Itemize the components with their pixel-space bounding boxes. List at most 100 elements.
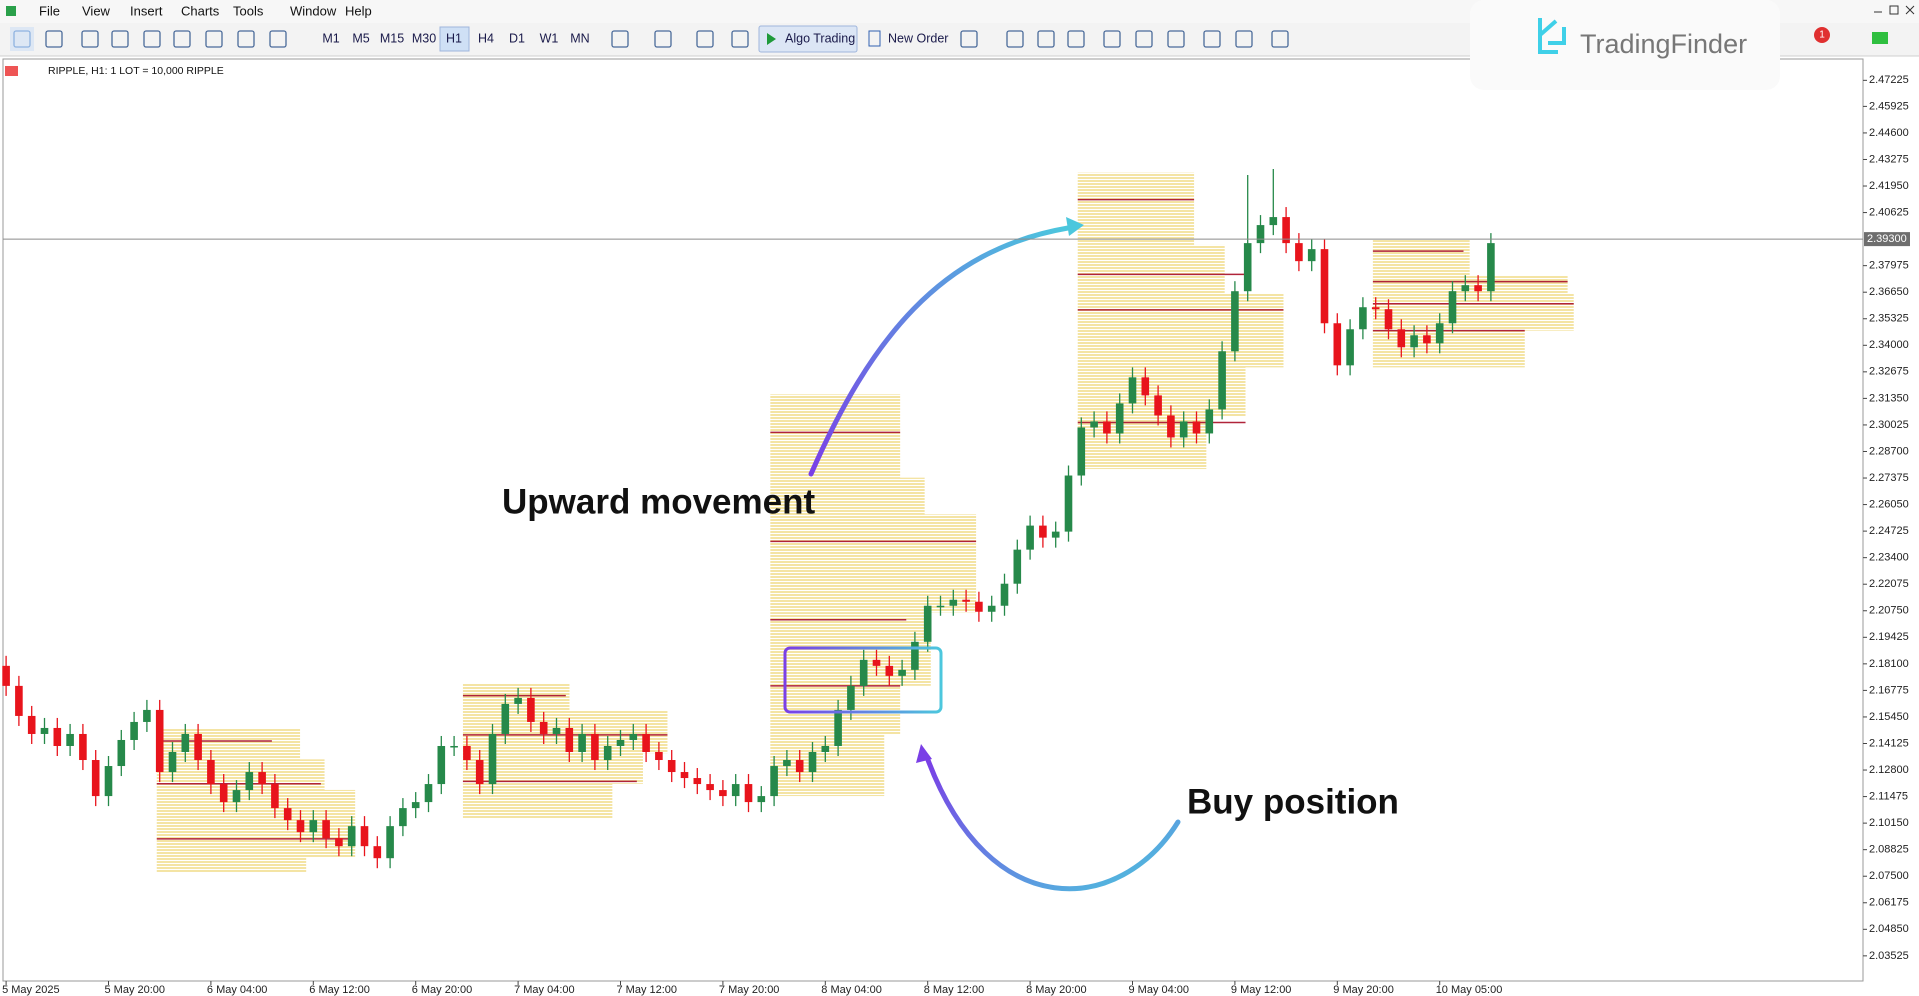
buy-arrow bbox=[925, 757, 1181, 892]
candle-body bbox=[283, 808, 292, 821]
y-tick-label: 2.45925 bbox=[1869, 100, 1909, 112]
toolbar-icon[interactable] bbox=[237, 30, 255, 48]
candle-body bbox=[642, 733, 650, 753]
toolbar-icon[interactable] bbox=[1006, 30, 1024, 48]
toolbar-icon[interactable] bbox=[960, 30, 978, 48]
toolbar-icon[interactable] bbox=[1037, 30, 1055, 48]
candle-body bbox=[130, 721, 138, 740]
y-tick-label: 2.07500 bbox=[1869, 870, 1909, 882]
toolbar-icon[interactable] bbox=[1271, 30, 1289, 48]
candle-body bbox=[923, 605, 932, 642]
candle-body bbox=[488, 733, 497, 785]
candle-body bbox=[424, 784, 433, 803]
x-tick-label: 9 May 12:00 bbox=[1231, 984, 1292, 996]
toolbar-icon[interactable] bbox=[269, 30, 287, 48]
toolbar-icon[interactable] bbox=[654, 30, 672, 48]
notification-count: 1 bbox=[1819, 30, 1825, 41]
candle-body bbox=[2, 665, 10, 686]
timeframe[interactable]: M15 bbox=[380, 31, 404, 45]
new-order-label: New Order bbox=[888, 31, 948, 45]
timeframe[interactable]: M1 bbox=[322, 31, 339, 45]
toolbar-icon[interactable] bbox=[205, 30, 223, 48]
candle-body bbox=[1410, 335, 1418, 348]
candle-body bbox=[117, 739, 126, 767]
candle-body bbox=[1167, 415, 1175, 438]
toolbar-icon[interactable] bbox=[45, 30, 63, 48]
notification-badge[interactable] bbox=[1814, 27, 1830, 43]
toolbar-icon[interactable] bbox=[111, 30, 129, 48]
volume-profile bbox=[156, 789, 356, 858]
candle-body bbox=[181, 733, 190, 753]
candle-body bbox=[1179, 421, 1188, 438]
x-tick-label: 9 May 04:00 bbox=[1129, 984, 1190, 996]
menu-item[interactable]: View bbox=[82, 3, 111, 18]
timeframe[interactable]: W1 bbox=[540, 31, 559, 45]
toolbar-icon[interactable] bbox=[1103, 30, 1121, 48]
timeframe[interactable]: M5 bbox=[352, 31, 369, 45]
candle-body bbox=[578, 733, 586, 753]
volume-profile bbox=[156, 759, 325, 790]
timeframe[interactable]: H4 bbox=[478, 31, 494, 45]
candle-body bbox=[373, 846, 382, 859]
toolbar-icon[interactable] bbox=[1203, 30, 1221, 48]
candle-body bbox=[1282, 217, 1290, 244]
menu-item[interactable]: Insert bbox=[130, 3, 163, 18]
candle-body bbox=[1090, 421, 1098, 428]
timeframe[interactable]: H1 bbox=[446, 31, 462, 45]
candle-body bbox=[1141, 377, 1150, 396]
x-tick-label: 5 May 20:00 bbox=[105, 984, 166, 996]
y-tick-label: 2.31350 bbox=[1869, 392, 1909, 404]
candle-body bbox=[1231, 291, 1239, 352]
menu-item[interactable]: Help bbox=[345, 3, 372, 18]
toolbar-icon[interactable] bbox=[1235, 30, 1253, 48]
candle-body bbox=[949, 599, 958, 606]
candle-body bbox=[322, 820, 330, 839]
toolbar-icon[interactable] bbox=[1167, 30, 1185, 48]
candle-body bbox=[987, 605, 996, 612]
logo-icon bbox=[1538, 18, 1566, 54]
x-tick-label: 8 May 04:00 bbox=[821, 984, 882, 996]
chart-header: RIPPLE, H1: 1 LOT = 10,000 RIPPLE bbox=[48, 65, 224, 77]
timeframe[interactable]: M30 bbox=[412, 31, 436, 45]
candle-body bbox=[411, 802, 420, 809]
price-label-bg bbox=[1864, 232, 1910, 247]
algo-trading-button[interactable] bbox=[758, 25, 858, 53]
timeframe[interactable]: MN bbox=[570, 31, 589, 45]
candle-body bbox=[168, 752, 177, 773]
toolbar-icon[interactable] bbox=[173, 30, 191, 48]
upward-arrow bbox=[808, 225, 1071, 477]
toolbar-icon[interactable] bbox=[611, 30, 629, 48]
menu-item[interactable]: Charts bbox=[181, 3, 220, 18]
y-tick-label: 2.35325 bbox=[1869, 313, 1909, 325]
toolbar-icon[interactable] bbox=[81, 30, 99, 48]
candle-body bbox=[53, 727, 62, 746]
menu-item[interactable]: File bbox=[39, 3, 60, 18]
toolbar-icon[interactable] bbox=[143, 30, 161, 48]
toolbar-icon[interactable] bbox=[731, 30, 749, 48]
y-tick-label: 2.40625 bbox=[1869, 206, 1909, 218]
candle-body bbox=[629, 733, 638, 740]
candle-body bbox=[834, 709, 842, 746]
candle-body bbox=[552, 727, 561, 734]
toolbar-icon[interactable] bbox=[1067, 30, 1085, 48]
candle-body bbox=[463, 745, 471, 761]
menu-item[interactable]: Window bbox=[290, 3, 337, 18]
candle-body bbox=[527, 697, 535, 722]
candle-body bbox=[731, 784, 740, 797]
candle-body bbox=[603, 745, 612, 761]
candle-body bbox=[219, 784, 228, 803]
candle-body bbox=[1026, 525, 1034, 550]
y-tick-label: 2.44600 bbox=[1869, 127, 1909, 139]
toolbar-icon[interactable] bbox=[1135, 30, 1153, 48]
y-tick-label: 2.06175 bbox=[1869, 897, 1909, 909]
y-tick-label: 2.26050 bbox=[1869, 498, 1909, 510]
timeframe[interactable]: D1 bbox=[509, 31, 525, 45]
window-controls[interactable] bbox=[1874, 5, 1915, 15]
y-tick-label: 2.37975 bbox=[1869, 260, 1909, 272]
y-tick-label: 2.19425 bbox=[1869, 631, 1909, 643]
toolbar-icon[interactable] bbox=[696, 30, 714, 48]
candle-body bbox=[539, 721, 548, 734]
volume-profile bbox=[462, 683, 570, 711]
menu-item[interactable]: Tools bbox=[233, 3, 264, 18]
candle-body bbox=[232, 790, 241, 803]
